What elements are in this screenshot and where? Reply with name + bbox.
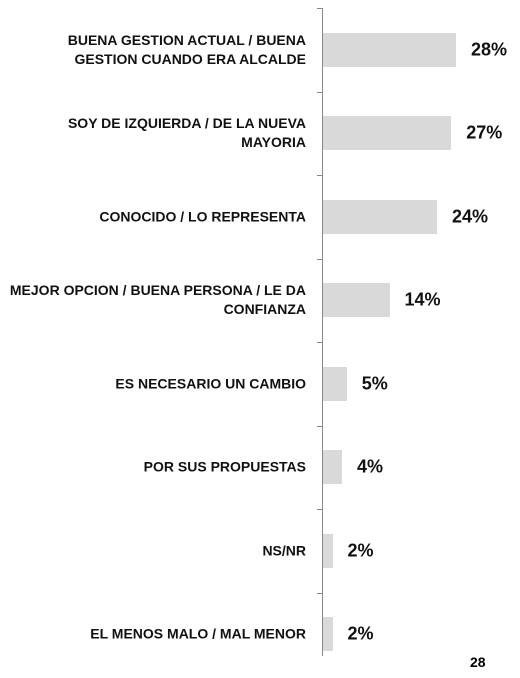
axis-line xyxy=(322,8,323,656)
bar xyxy=(323,366,347,401)
category-label: ES NECESARIO UN CAMBIO xyxy=(115,375,306,392)
bar xyxy=(323,116,452,151)
value-label: 2% xyxy=(347,540,374,561)
value-label: 28% xyxy=(471,39,508,60)
category-label: EL MENOS MALO / MAL MENOR xyxy=(90,625,306,642)
bar xyxy=(323,283,390,318)
tick-mark xyxy=(317,342,322,343)
category-label: MEJOR OPCION / BUENA PERSONA / LE DA CON… xyxy=(9,282,306,318)
bar xyxy=(323,533,333,568)
category-label: CONOCIDO / LO REPRESENTA xyxy=(99,208,306,225)
category-label: BUENA GESTION ACTUAL / BUENA GESTION CUA… xyxy=(67,31,306,67)
tick-mark xyxy=(317,8,322,9)
bar xyxy=(323,617,333,652)
value-label: 5% xyxy=(361,373,388,394)
category-label: POR SUS PROPUESTAS xyxy=(143,458,306,475)
value-label: 4% xyxy=(357,456,384,477)
bar xyxy=(323,32,456,67)
tick-mark xyxy=(317,175,322,176)
tick-mark xyxy=(317,509,322,510)
value-label: 24% xyxy=(452,206,489,227)
page-number: 28 xyxy=(470,654,486,670)
tick-mark xyxy=(317,91,322,93)
bar xyxy=(323,450,342,485)
tick-mark xyxy=(317,592,322,594)
category-label: NS/NR xyxy=(262,542,306,559)
value-label: 14% xyxy=(404,289,441,310)
value-label: 27% xyxy=(466,122,503,143)
tick-mark xyxy=(317,258,322,260)
bar xyxy=(323,199,437,234)
category-label: SOY DE IZQUIERDA / DE LA NUEVA MAYORIA xyxy=(67,115,306,151)
value-label: 2% xyxy=(347,623,374,644)
tick-mark xyxy=(317,425,322,427)
